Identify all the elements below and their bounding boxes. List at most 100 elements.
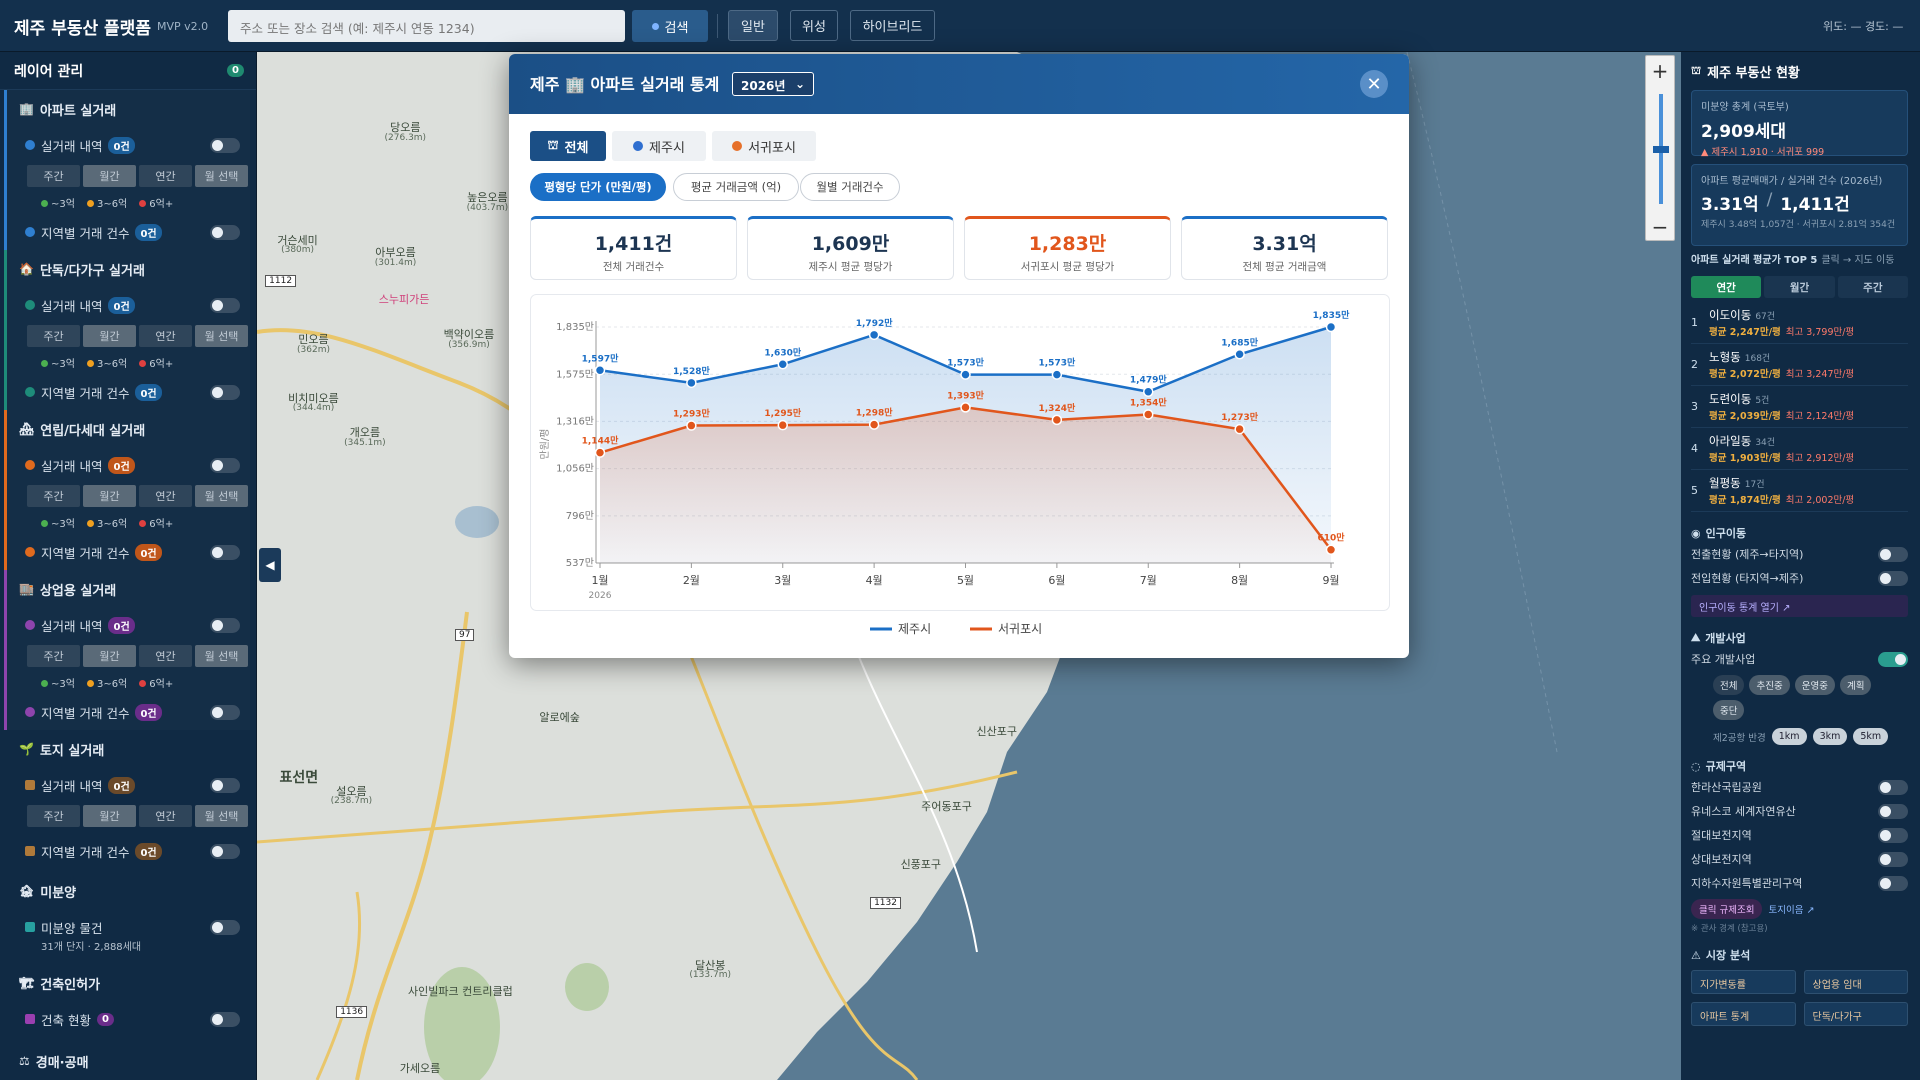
top5-item[interactable]: 3 도련이동 5건 평균 2,039만/평 최고 2,124만/평 — [1691, 386, 1908, 428]
layer-section: 🏢 아파트 실거래 실거래 내역 0건 주간 월간 연간 월 선택 ~3억 3~6억 6억+ 지역별 … — [4, 90, 250, 250]
filter-chip[interactable]: 전체 — [1713, 675, 1745, 695]
item-max: 최고 2,002만/평 — [1785, 494, 1855, 506]
toggle[interactable] — [210, 617, 240, 633]
toggle[interactable] — [210, 843, 240, 859]
period-tab[interactable]: 연간 — [1691, 276, 1762, 298]
panel-button[interactable]: 인구이동 통계 열기 ↗ — [1691, 595, 1908, 617]
road — [315, 891, 362, 1080]
period-button[interactable]: 월간 — [83, 325, 136, 347]
period-button[interactable]: 연간 — [139, 485, 192, 507]
toggle[interactable] — [1878, 570, 1908, 586]
period-button[interactable]: 월 선택 — [195, 485, 248, 507]
period-button[interactable]: 월 선택 — [195, 165, 248, 187]
filter-chip[interactable]: 추진중 — [1749, 675, 1790, 695]
filter-chip[interactable]: 계획 — [1839, 675, 1872, 695]
period-button[interactable]: 주간 — [27, 805, 80, 827]
period-tab[interactable]: 월간 — [1764, 276, 1835, 298]
region-tab[interactable]: 제주시 — [612, 131, 706, 161]
zoom-handle[interactable] — [1653, 146, 1669, 153]
filter-chip[interactable]: 운영중 — [1794, 675, 1835, 695]
toggle[interactable] — [210, 457, 240, 473]
market-button[interactable]: 상업용 임대 — [1803, 970, 1908, 994]
toggle[interactable] — [1878, 779, 1908, 795]
period-button[interactable]: 주간 — [27, 165, 80, 187]
layer-dot — [25, 1014, 35, 1024]
toggle[interactable] — [1878, 851, 1908, 867]
collapse-button[interactable]: ◀ — [259, 548, 281, 582]
toggle[interactable] — [1878, 827, 1908, 843]
regulation-link[interactable]: 토지이음 ↗ — [1768, 905, 1815, 916]
data-point — [594, 365, 606, 376]
map-type-button[interactable]: 위성 — [790, 10, 838, 41]
period-button[interactable]: 월 선택 — [195, 645, 248, 667]
toggle[interactable] — [210, 224, 240, 240]
toggle[interactable] — [210, 384, 240, 400]
radius-chip[interactable]: 1km — [1771, 728, 1807, 745]
regulation-button[interactable]: 클릭 규제조회 — [1691, 899, 1763, 919]
map-label: 당오름 (276.3m) — [345, 122, 465, 143]
zoom-in[interactable]: + — [1651, 59, 1669, 83]
map-type-button[interactable]: 하이브리드 — [850, 10, 935, 41]
close-button[interactable]: ✕ — [1360, 70, 1388, 98]
zoom-control[interactable]: + − — [1645, 55, 1675, 241]
top5-item[interactable]: 4 아라일동 34건 평균 1,903만/평 최고 2,912만/평 — [1691, 428, 1908, 470]
zoom-out[interactable]: − — [1651, 215, 1669, 239]
toggle[interactable] — [210, 777, 240, 793]
market-button[interactable]: 아파트 통계 — [1691, 1002, 1796, 1026]
metric-tab[interactable]: 평형당 단가 (만원/평) — [530, 173, 666, 201]
region-tab[interactable]: 서귀포시 — [712, 131, 816, 161]
map-type-button[interactable]: 일반 — [728, 10, 778, 41]
period-button[interactable]: 월간 — [83, 805, 136, 827]
select-arrow: ⌄ — [794, 77, 805, 91]
period-button[interactable]: 연간 — [139, 645, 192, 667]
legend-text: 6억+ — [149, 198, 174, 210]
place-elevation: (345.1m) — [344, 437, 386, 448]
metric-tab[interactable]: 월별 거래건수 — [800, 173, 900, 201]
top5-item[interactable]: 2 노형동 168건 평균 2,072만/평 최고 3,247만/평 — [1691, 344, 1908, 386]
toggle[interactable] — [1878, 875, 1908, 891]
period-button[interactable]: 월간 — [83, 165, 136, 187]
toggle[interactable] — [210, 919, 240, 935]
period-button[interactable]: 연간 — [139, 165, 192, 187]
market-button[interactable]: 단독/다가구 — [1803, 1002, 1908, 1026]
period-button[interactable]: 월간 — [83, 485, 136, 507]
top5-hint: 클릭 → 지도 이동 — [1821, 255, 1895, 266]
period-buttons: 주간 월간 연간 월 선택 — [19, 482, 250, 510]
data-label: 1,597만 — [582, 352, 619, 364]
place-name: 스누피가든 — [378, 292, 430, 306]
period-button[interactable]: 월 선택 — [195, 805, 248, 827]
period-button[interactable]: 월간 — [83, 645, 136, 667]
top5-item[interactable]: 5 월평동 17건 평균 1,874만/평 최고 2,002만/평 — [1691, 470, 1908, 512]
panel-title: 레이어 관리 — [14, 63, 84, 80]
section-icon: ⚖ — [19, 1054, 30, 1068]
period-button[interactable]: 연간 — [139, 805, 192, 827]
row-label: 지하수자원특별관리구역 — [1691, 877, 1803, 890]
toggle[interactable] — [1878, 546, 1908, 562]
radius-chip[interactable]: 5km — [1853, 728, 1889, 745]
radius-chip[interactable]: 3km — [1812, 728, 1848, 745]
row-label: 전입현황 (타지역→제주) — [1691, 572, 1804, 585]
toggle[interactable] — [210, 704, 240, 720]
toggle[interactable] — [1878, 651, 1908, 667]
period-button[interactable]: 월 선택 — [195, 325, 248, 347]
tab-icon — [732, 141, 743, 151]
toggle[interactable] — [210, 544, 240, 560]
period-button[interactable]: 주간 — [27, 325, 80, 347]
place-elevation: (133.7m) — [689, 970, 731, 981]
market-button[interactable]: 지가변동률 — [1691, 970, 1796, 994]
year-select[interactable]: 2026년 ⌄ — [732, 72, 814, 96]
period-button[interactable]: 연간 — [139, 325, 192, 347]
search-input[interactable]: 주소 또는 장소 검색 (예: 제주시 연동 1234) — [228, 10, 625, 42]
filter-chip[interactable]: 중단 — [1713, 700, 1745, 720]
toggle[interactable] — [210, 297, 240, 313]
period-button[interactable]: 주간 — [27, 645, 80, 667]
metric-tab[interactable]: 평균 거래금액 (억) — [673, 173, 799, 201]
toggle[interactable] — [210, 137, 240, 153]
toggle[interactable] — [1878, 803, 1908, 819]
region-tab[interactable]: ⛫ 전체 — [530, 131, 606, 161]
search-button[interactable]: 검색 — [632, 10, 708, 42]
toggle[interactable] — [210, 1011, 240, 1027]
top5-item[interactable]: 1 이도이동 67건 평균 2,247만/평 최고 3,799만/평 — [1691, 302, 1908, 344]
period-button[interactable]: 주간 — [27, 485, 80, 507]
period-tab[interactable]: 주간 — [1837, 276, 1908, 298]
